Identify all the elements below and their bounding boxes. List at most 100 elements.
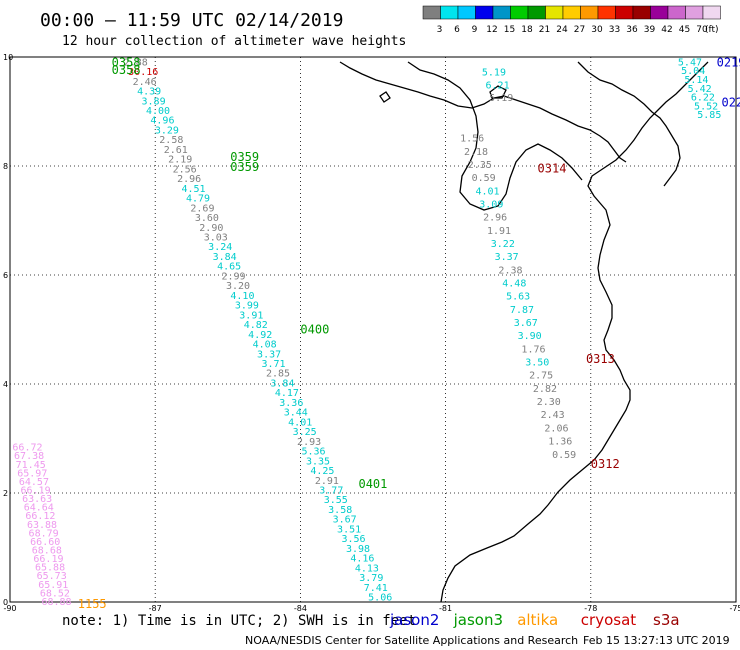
legend-label: 24 <box>556 25 568 35</box>
wave-height-values: 2.8830.162.464.393.894.004.963.292.582.6… <box>12 57 721 608</box>
swh-value: 3.29 <box>155 125 179 136</box>
legend-label: (ft) <box>705 25 719 35</box>
swh-value: 3.22 <box>491 239 515 250</box>
swh-value: 3.84 <box>213 252 237 263</box>
swh-value: 5.36 <box>302 447 326 458</box>
swh-value: 3.60 <box>195 213 219 224</box>
satellite-legend: jason2 jason3 altika cryosat s3a <box>389 611 680 629</box>
legend-swatch <box>475 5 494 20</box>
swh-value: 1.91 <box>487 226 511 237</box>
swh-value: 66.12 <box>25 511 55 522</box>
swh-value: 5.19 <box>489 93 513 104</box>
color-scale-legend: 3 6 9 12 15 18 21 24 27 30 33 36 39 42 45 70(ft) <box>422 5 721 35</box>
longitude-tick: -75 <box>729 604 740 613</box>
track-time-label: 0313 <box>586 352 615 366</box>
latitude-tick-labels: 10 8 6 4 2 0 <box>3 53 13 607</box>
swh-value: 65.91 <box>38 580 68 591</box>
swh-value: 3.25 <box>293 427 317 438</box>
swh-value: 5.04 <box>681 66 705 77</box>
legend-swatch <box>615 5 634 20</box>
legend-label: 45 <box>679 25 690 35</box>
swh-value: 64.57 <box>19 477 49 488</box>
swh-value: 3.90 <box>518 331 542 342</box>
swh-value: 2.82 <box>533 384 557 395</box>
satellite-name: s3a <box>653 611 680 629</box>
swh-value: 1.36 <box>548 437 572 448</box>
swh-value: 2.90 <box>199 223 223 234</box>
legend-swatch <box>667 5 686 20</box>
island-north <box>489 85 507 99</box>
legend-label: 70 <box>696 25 708 35</box>
legend-label: 30 <box>591 25 603 35</box>
legend-label: 12 <box>486 25 497 35</box>
swh-value: 3.37 <box>257 349 281 360</box>
footer-note: note: 1) Time is in UTC; 2) SWH is in fe… <box>62 613 416 629</box>
swh-value: 65.88 <box>35 563 65 574</box>
swh-value: 5.19 <box>482 68 506 79</box>
swh-value: 5.47 <box>678 57 702 68</box>
swh-value: 4.01 <box>475 186 499 197</box>
swh-value: 1.76 <box>521 344 545 355</box>
swh-value: 3.77 <box>319 486 343 497</box>
latitude-tick: 0 <box>3 598 8 607</box>
swh-value: 63.63 <box>22 494 52 505</box>
swh-value: 2.38 <box>498 265 522 276</box>
swh-value: 66.19 <box>20 486 50 497</box>
track-time-label: 0401 <box>358 477 387 491</box>
swh-value: 3.09 <box>479 200 503 211</box>
track-time-label: 0400 <box>300 322 329 336</box>
legend-swatch <box>527 5 546 20</box>
swh-value: 0.59 <box>552 450 576 461</box>
swh-value: 5.63 <box>506 292 530 303</box>
swh-value: 2.58 <box>159 135 183 146</box>
swh-value: 4.65 <box>217 262 241 273</box>
legend-label: 33 <box>609 25 620 35</box>
swh-value: 5.06 <box>368 593 392 604</box>
footer-credit: NOAA/NESDIS Center for Satellite Applica… <box>245 634 578 647</box>
swh-value: 68.79 <box>29 528 59 539</box>
swh-value: 2.06 <box>544 423 568 434</box>
swh-value: 5.14 <box>684 75 708 86</box>
coastline-east-arm <box>577 61 681 187</box>
legend-swatch <box>702 5 721 20</box>
swh-value: 2.96 <box>177 174 201 185</box>
swh-value: 6.22 <box>691 93 715 104</box>
swh-value: 4.96 <box>150 116 174 127</box>
track-time-label: 0359 <box>230 160 259 174</box>
swh-value: 3.84 <box>270 378 294 389</box>
swh-value: 5.85 <box>697 110 721 121</box>
swh-value: 71.45 <box>16 460 46 471</box>
swh-value: 65.97 <box>17 468 47 479</box>
swh-value: 3.37 <box>495 252 519 263</box>
swh-value: 0.59 <box>472 173 496 184</box>
swh-value: 4.82 <box>244 320 268 331</box>
swh-value: 2.46 <box>133 77 157 88</box>
swh-value: 3.79 <box>359 573 383 584</box>
swh-value: 5.42 <box>688 84 712 95</box>
swh-value: 2.91 <box>315 476 339 487</box>
swh-value: 3.55 <box>324 495 348 506</box>
longitude-tick: -87 <box>149 604 162 613</box>
legend-swatch <box>492 5 511 20</box>
swh-value: 3.67 <box>514 318 538 329</box>
map-frame <box>9 56 737 603</box>
legend-swatch <box>545 5 564 20</box>
swh-value: 4.25 <box>310 466 334 477</box>
swh-value: 7.41 <box>364 583 388 594</box>
swh-value: 2.56 <box>173 164 197 175</box>
swh-value: 63.88 <box>27 520 57 531</box>
swh-value: 66.72 <box>12 443 42 454</box>
swh-value: 5.52 <box>694 101 718 112</box>
swh-value: 4.39 <box>137 87 161 98</box>
map-subtitle: 12 hour collection of altimeter wave hei… <box>62 34 406 49</box>
latitude-tick: 4 <box>3 380 8 389</box>
track-time-label: 0358 <box>112 63 141 77</box>
legend-swatch <box>422 5 441 20</box>
track-time-label: 0219 <box>717 55 740 69</box>
swh-value: 4.16 <box>350 554 374 565</box>
swh-value: 2.88 <box>124 57 148 68</box>
swh-value: 2.18 <box>464 147 488 158</box>
swh-value: 3.50 <box>525 358 549 369</box>
